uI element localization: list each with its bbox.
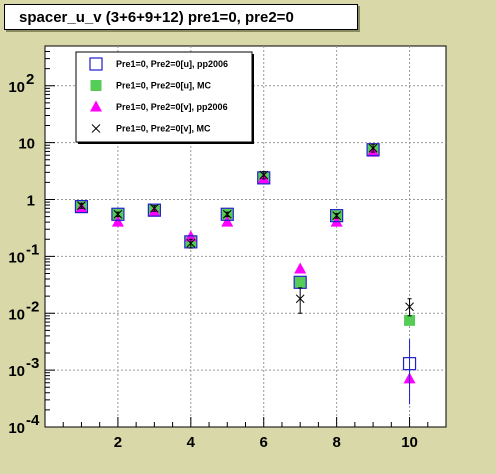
legend-marker <box>91 124 101 133</box>
y-tick-base: 10 <box>8 420 25 437</box>
data-point <box>147 203 161 217</box>
y-tick-base: 10 <box>18 136 35 153</box>
y-tick-base: 10 <box>8 79 25 96</box>
x-tick-label: 10 <box>401 434 418 451</box>
y-tick-base: 10 <box>8 306 25 323</box>
data-point <box>220 207 234 221</box>
x-axis-ticks <box>62 417 429 427</box>
series-0 <box>74 143 417 405</box>
y-tick-exponent: -1 <box>26 241 39 258</box>
y-tick-label: 10 -2 <box>8 298 39 323</box>
data-point <box>404 314 416 326</box>
data-point <box>295 294 305 304</box>
data-point <box>186 238 196 248</box>
data-point <box>259 170 269 180</box>
y-tick-exponent: -4 <box>26 412 40 429</box>
y-tick-label: 10 -3 <box>8 355 39 380</box>
data-point <box>111 215 124 227</box>
data-point <box>332 211 341 221</box>
data-point <box>150 203 159 213</box>
data-point <box>330 209 344 223</box>
y-tick-base: 1 <box>27 193 35 210</box>
data-point <box>111 207 125 221</box>
legend-box <box>75 51 253 143</box>
x-tick-label: 8 <box>332 434 340 451</box>
y-tick-label: 1 <box>27 193 35 210</box>
legend: Pre1=0, Pre2=0[u], pp2006 Pre1=0, Pre2=0[… <box>75 51 254 144</box>
y-tick-label: 10 -4 <box>8 412 40 437</box>
chart-title: spacer_u_v (3+6+9+12) pre1=0, pre2=0 <box>19 9 294 26</box>
y-tick-label: 10 -1 <box>8 241 39 266</box>
legend-marker <box>90 100 102 112</box>
data-point <box>74 200 89 214</box>
title-box: spacer_u_v (3+6+9+12) pre1=0, pre2=0 <box>4 4 358 30</box>
legend-label: Pre1=0, Pre2=0[v], pp2006 <box>116 102 228 112</box>
data-point <box>113 209 123 219</box>
y-tick-label: 10 2 <box>8 71 34 96</box>
y-tick-exponent: -2 <box>26 298 39 315</box>
y-tick-base: 10 <box>8 363 25 380</box>
y-tick-exponent: -3 <box>26 355 39 372</box>
legend-label: Pre1=0, Pre2=0[v], MC <box>116 124 211 134</box>
series-3 <box>77 143 414 317</box>
data-point <box>222 209 232 219</box>
x-tick-label: 6 <box>260 434 268 451</box>
data-point <box>77 201 86 210</box>
y-tick-label: 10 <box>18 136 35 153</box>
y-tick-exponent: 2 <box>26 71 34 88</box>
x-tick-label: 2 <box>114 434 122 451</box>
legend-label: Pre1=0, Pre2=0[u], MC <box>116 81 212 91</box>
legend-marker <box>89 57 103 71</box>
legend-marker <box>90 80 102 91</box>
y-tick-base: 10 <box>8 249 25 266</box>
legend-label: Pre1=0, Pre2=0[u], pp2006 <box>116 59 228 69</box>
data-point <box>368 143 378 153</box>
x-tick-label: 4 <box>187 434 196 451</box>
data-point <box>221 215 234 227</box>
data-point <box>402 357 417 371</box>
data-point <box>294 276 306 288</box>
data-point <box>294 262 307 274</box>
data-point <box>405 302 414 312</box>
y-axis-ticks <box>45 45 55 428</box>
